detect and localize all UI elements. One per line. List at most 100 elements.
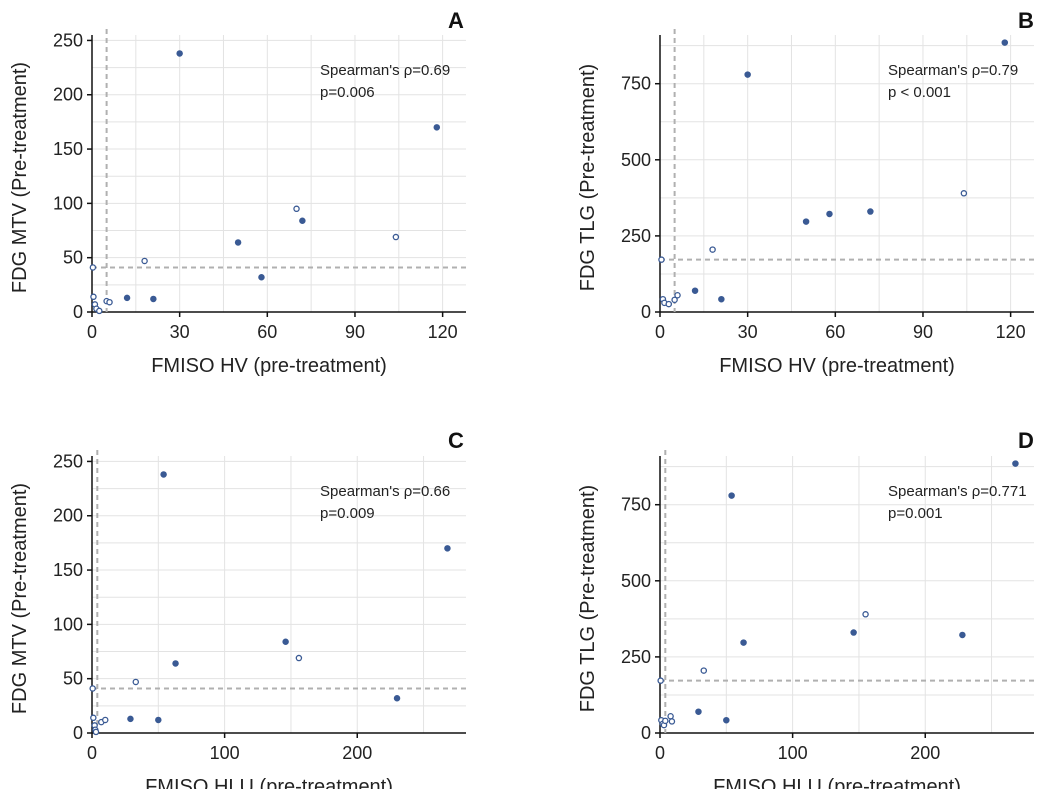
data-point xyxy=(695,708,702,715)
p-value-annotation: p=0.001 xyxy=(888,505,943,522)
x-tick-label: 30 xyxy=(738,322,758,342)
spearman-annotation: Spearman's ρ=0.79 xyxy=(888,62,1018,79)
data-point-open xyxy=(293,205,300,213)
data-point-open xyxy=(960,190,968,197)
grid xyxy=(92,456,466,733)
data-point-open xyxy=(668,718,676,725)
data-point xyxy=(127,715,134,723)
panel-letter: B xyxy=(1018,8,1034,33)
x-tick-label: 100 xyxy=(778,743,808,763)
y-tick-label: 150 xyxy=(53,139,83,159)
x-tick-label: 120 xyxy=(996,322,1026,342)
y-tick-label: 250 xyxy=(621,647,651,667)
y-tick-label: 50 xyxy=(63,248,83,268)
x-tick-label: 0 xyxy=(655,322,665,342)
data-point xyxy=(959,631,966,639)
x-tick-label: 200 xyxy=(342,743,372,763)
data-point xyxy=(393,694,401,702)
data-point xyxy=(433,124,441,131)
grid xyxy=(660,456,1034,733)
data-point-open xyxy=(658,256,665,263)
panel-a: 0 30 60 90 120 0 50 100 150 200 250 FMISO HV (pre-t… xyxy=(9,8,466,377)
panel-letter: D xyxy=(1018,428,1034,453)
x-tick-label: 0 xyxy=(655,743,665,763)
data-point-open xyxy=(862,611,869,618)
panel-letter: A xyxy=(448,8,464,33)
spearman-annotation: Spearman's ρ=0.69 xyxy=(320,62,450,79)
data-point-open xyxy=(90,714,97,722)
data-point xyxy=(802,218,810,225)
y-tick-label: 200 xyxy=(53,85,83,105)
data-point xyxy=(867,208,874,215)
data-point xyxy=(723,716,730,724)
data-point-open xyxy=(709,246,716,253)
data-point xyxy=(155,716,162,724)
data-point-open xyxy=(102,716,109,724)
data-point-open xyxy=(96,307,103,315)
x-axis-title: FMISO HLU (pre-treatment) xyxy=(145,776,393,789)
data-points xyxy=(658,39,1009,308)
data-point-open xyxy=(106,298,113,306)
y-tick-label: 0 xyxy=(641,302,651,322)
x-axis-title: FMISO HV (pre-treatment) xyxy=(719,355,955,377)
data-point xyxy=(176,50,183,57)
x-tick-label: 100 xyxy=(210,743,240,763)
data-points xyxy=(89,471,451,736)
data-point xyxy=(172,660,179,667)
data-point-open xyxy=(90,293,97,301)
data-point-open xyxy=(662,717,669,725)
y-axis-title: FDG MTV (Pre-treatment) xyxy=(9,483,31,714)
data-point xyxy=(850,629,857,636)
y-axis-title: FDG MTV (Pre-treatment) xyxy=(9,62,31,293)
grid xyxy=(660,35,1034,312)
y-tick-label: 250 xyxy=(621,226,651,246)
data-point-open xyxy=(92,728,100,736)
data-point xyxy=(744,71,751,78)
y-axis-title: FDG TLG (Pre-treatment) xyxy=(577,64,599,291)
data-point xyxy=(282,638,289,646)
y-tick-label: 500 xyxy=(621,150,651,170)
data-point xyxy=(258,273,265,281)
data-point xyxy=(1012,460,1019,467)
y-tick-label: 100 xyxy=(53,193,83,213)
y-tick-label: 100 xyxy=(53,614,83,634)
y-tick-label: 250 xyxy=(53,30,83,50)
data-point-open xyxy=(667,713,674,720)
data-point-open xyxy=(132,678,140,686)
data-point xyxy=(718,295,725,303)
data-point-open xyxy=(674,292,681,299)
y-tick-label: 500 xyxy=(621,571,651,591)
x-tick-label: 60 xyxy=(825,322,845,342)
data-point-open xyxy=(295,654,303,662)
grid xyxy=(92,35,466,312)
x-tick-label: 0 xyxy=(87,322,97,342)
y-tick-label: 0 xyxy=(73,723,83,743)
data-point xyxy=(691,287,699,294)
p-value-annotation: p=0.006 xyxy=(320,84,375,101)
data-point-open xyxy=(657,677,664,684)
panel-d: 0 100 200 0 250 500 750 FMISO HLU (pre-treatmen… xyxy=(577,428,1034,789)
data-point xyxy=(160,471,167,478)
data-points xyxy=(89,50,441,315)
x-tick-label: 0 xyxy=(87,743,97,763)
data-point-open xyxy=(141,257,148,265)
x-tick-label: 90 xyxy=(913,322,933,342)
y-tick-label: 0 xyxy=(73,302,83,322)
x-tick-label: 60 xyxy=(257,322,277,342)
p-value-annotation: p < 0.001 xyxy=(888,84,951,101)
data-point-open xyxy=(392,233,400,241)
panel-c: 0 100 200 0 50 100 150 200 250 FMISO HLU (pre-tre… xyxy=(9,428,466,789)
data-point xyxy=(728,492,735,499)
x-tick-label: 90 xyxy=(345,322,365,342)
data-points xyxy=(657,460,1019,729)
p-value-annotation: p=0.009 xyxy=(320,505,375,522)
data-point xyxy=(150,295,157,303)
spearman-annotation: Spearman's ρ=0.771 xyxy=(888,483,1027,500)
y-tick-label: 200 xyxy=(53,506,83,526)
x-tick-label: 200 xyxy=(910,743,940,763)
data-point-open xyxy=(700,667,708,674)
x-axis-title: FMISO HV (pre-treatment) xyxy=(151,355,387,377)
y-tick-label: 750 xyxy=(621,74,651,94)
y-tick-label: 250 xyxy=(53,451,83,471)
